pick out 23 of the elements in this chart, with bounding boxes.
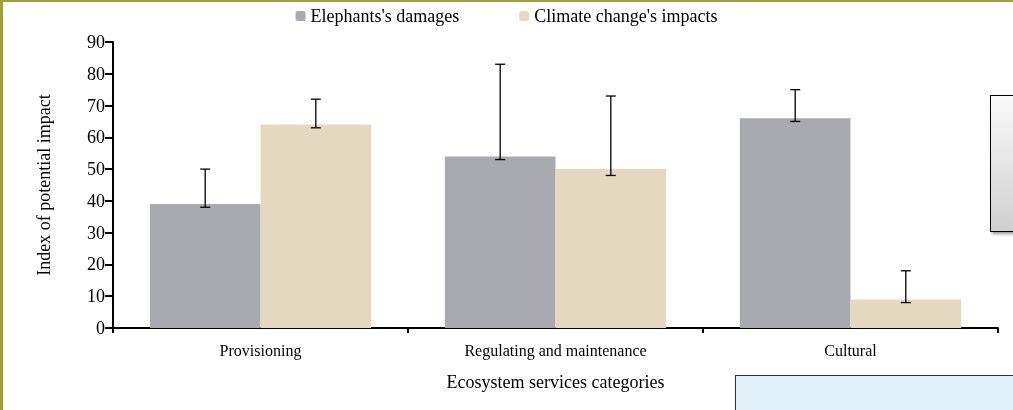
x-tick-label: Provisioning <box>219 341 302 360</box>
legend-label: Climate change's impacts <box>534 6 718 26</box>
y-tick-label: 10 <box>87 286 105 307</box>
y-tick-label: 60 <box>87 127 105 148</box>
y-tick-label: 20 <box>87 254 105 275</box>
x-tick-label: Cultural <box>824 341 878 359</box>
y-tick-label: 70 <box>87 95 105 116</box>
y-tick-label: 40 <box>87 190 105 211</box>
bar <box>149 204 261 328</box>
y-tick-label: 80 <box>87 63 105 84</box>
bar <box>850 299 962 328</box>
x-tick-label: Regulating and maintenance <box>464 341 647 360</box>
y-axis-title: Index of potential impact <box>34 94 54 276</box>
bar <box>260 124 372 328</box>
legend-label: Elephants's damages <box>310 6 460 26</box>
y-tick-label: 30 <box>87 222 105 243</box>
x-axis-title: Ecosystem services categories <box>446 372 665 392</box>
bar <box>444 156 556 328</box>
bar <box>555 169 667 328</box>
y-tick-label: 90 <box>87 32 105 52</box>
bar <box>739 118 851 328</box>
y-tick-label: 50 <box>87 159 105 180</box>
y-tick-label: 0 <box>96 318 105 338</box>
